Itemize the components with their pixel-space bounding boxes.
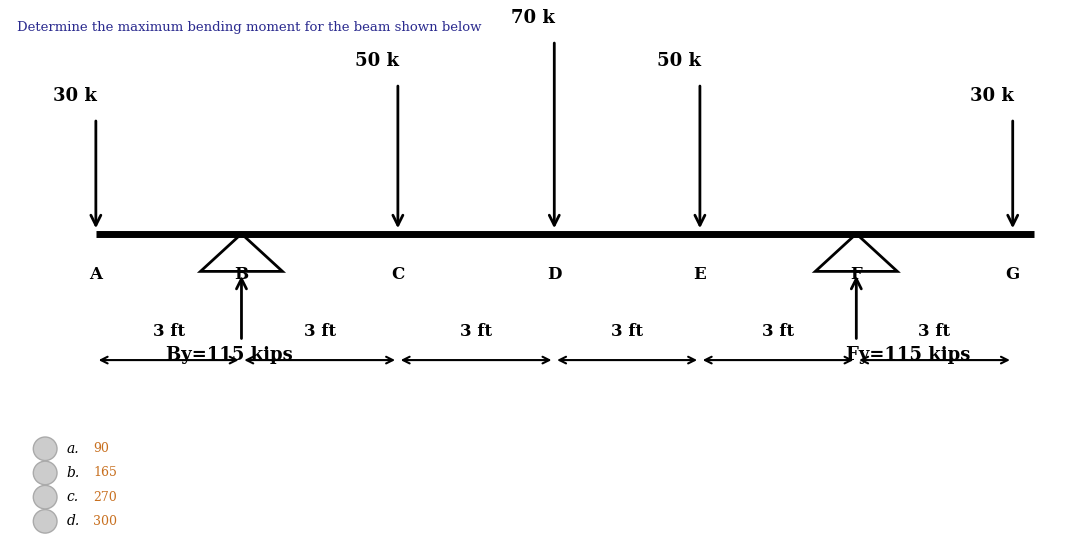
Text: b.: b. <box>66 466 79 480</box>
Text: 50 k: 50 k <box>354 52 399 70</box>
Text: G: G <box>1005 266 1020 283</box>
Text: 30 k: 30 k <box>52 87 97 105</box>
Text: Fy=115 kips: Fy=115 kips <box>846 346 970 364</box>
Text: D: D <box>547 266 562 283</box>
Text: By=115 kips: By=115 kips <box>166 346 292 364</box>
Text: 3 ft: 3 ft <box>611 323 644 340</box>
Text: 270: 270 <box>93 491 117 504</box>
Text: A: A <box>89 266 102 283</box>
Text: a.: a. <box>66 442 79 456</box>
Text: d.: d. <box>66 514 79 528</box>
Text: B: B <box>235 266 249 283</box>
Text: 50 k: 50 k <box>657 52 701 70</box>
Text: C: C <box>391 266 404 283</box>
Ellipse shape <box>34 461 57 485</box>
Text: F: F <box>850 266 862 283</box>
Ellipse shape <box>34 510 57 533</box>
Text: 3 ft: 3 ft <box>919 323 950 340</box>
Text: 3 ft: 3 ft <box>460 323 492 340</box>
Text: 300: 300 <box>93 515 117 528</box>
Text: 3 ft: 3 ft <box>303 323 336 340</box>
Text: 3 ft: 3 ft <box>762 323 795 340</box>
Text: Determine the maximum bending moment for the beam shown below: Determine the maximum bending moment for… <box>17 21 482 34</box>
Text: 70 k: 70 k <box>511 9 555 27</box>
Text: c.: c. <box>66 490 78 504</box>
Text: 30 k: 30 k <box>970 87 1013 105</box>
Text: E: E <box>694 266 707 283</box>
Text: 90: 90 <box>93 443 110 455</box>
Ellipse shape <box>34 437 57 461</box>
Text: 165: 165 <box>93 467 117 480</box>
Text: 3 ft: 3 ft <box>152 323 185 340</box>
Ellipse shape <box>34 485 57 509</box>
